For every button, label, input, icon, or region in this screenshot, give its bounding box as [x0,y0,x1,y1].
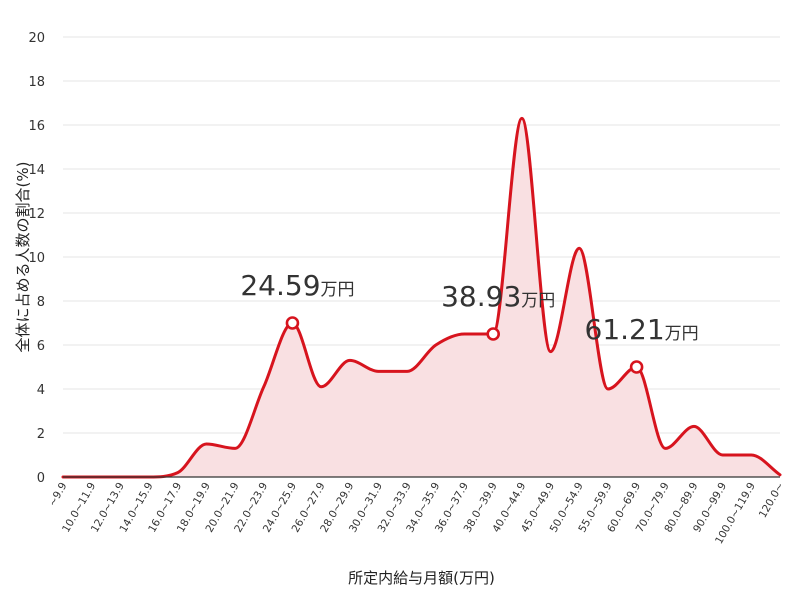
annotation-marker [629,360,644,374]
x-tick-label: ~9.9 [46,481,69,509]
y-axis-title: 全体に占める人数の割合(%) [14,162,32,353]
y-tick-label: 16 [28,119,45,134]
series-area-fill [63,118,780,478]
annotation-unit: 万円 [321,280,355,300]
gridlines [63,36,780,434]
annotation-marker [285,316,300,330]
area-fill-layer [63,118,780,478]
x-axis-title: 所定内給与月額(万円) [348,569,495,587]
annotation-value: 24.59 [240,269,320,302]
annotation-unit: 万円 [665,324,699,344]
series-line-layer [61,116,782,479]
y-tick-label: 12 [28,207,45,222]
annotation-value: 61.21 [585,313,665,346]
y-tick-label: 6 [37,339,45,354]
annotation-label: 24.59万円 [240,269,354,302]
y-tick-labels: 0 2 4 6 8 10 12 14 16 18 20 [28,31,45,486]
series-line [61,116,782,479]
y-tick-label: 14 [28,163,45,178]
annotation-marker [486,327,501,341]
annotation-label: 61.21万円 [585,313,699,346]
x-tick-label: 120.0~ [757,481,787,521]
y-tick-label: 10 [28,251,45,266]
y-tick-label: 2 [37,427,45,442]
annotation-unit: 万円 [521,291,555,311]
y-tick-label: 4 [37,383,45,398]
y-tick-label: 18 [28,75,45,90]
y-tick-label: 20 [28,31,45,46]
x-tick-labels: ~9.910.0~11.912.0~13.914.0~15.916.0~17.9… [46,481,786,547]
y-tick-label: 0 [37,471,45,486]
annotation-value: 38.93 [441,280,521,313]
annotation-label: 38.93万円 [441,280,555,313]
y-tick-label: 8 [37,295,45,310]
annotation-markers [285,316,644,374]
